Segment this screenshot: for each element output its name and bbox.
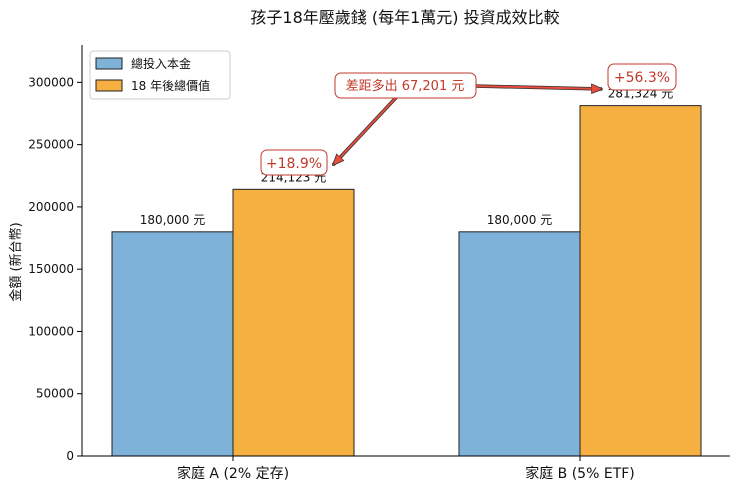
y-axis-label: 金額 (新台幣) (8, 222, 24, 301)
legend-label-total: 18 年後總價值 (131, 78, 210, 93)
legend: 總投入本金 18 年後總價值 (89, 50, 231, 100)
growth-callout-a: +18.9% (260, 149, 328, 176)
y-tick-label: 0 (66, 449, 74, 463)
chart-title: 孩子18年壓歲錢 (每年1萬元) 投資成效比較 (250, 8, 559, 27)
data-label: 180,000 元 (140, 213, 205, 227)
y-tick-label: 200000 (28, 200, 74, 214)
x-tick-label: 家庭 A (2% 定存) (177, 465, 289, 482)
x-tick-label: 家庭 B (5% ETF) (525, 465, 635, 482)
legend-swatch-principal (95, 57, 123, 70)
bar-principal-b (458, 231, 581, 457)
bars (111, 105, 702, 457)
difference-label: 差距多出 67,201 元 (346, 78, 465, 94)
growth-label-b: +56.3% (614, 70, 670, 86)
bar-total-b (579, 105, 702, 457)
growth-callout-b: +56.3% (607, 63, 677, 91)
y-tick-label: 300000 (28, 75, 74, 89)
legend-box (89, 50, 231, 100)
y-tick-label: 250000 (28, 138, 74, 152)
data-label: 180,000 元 (487, 213, 552, 227)
legend-label-principal: 總投入本金 (131, 56, 191, 71)
bar-principal-a (111, 231, 234, 457)
difference-arrow-left-fill (333, 87, 406, 165)
difference-callout: 差距多出 67,201 元 (334, 72, 477, 99)
legend-swatch-total (95, 79, 123, 92)
y-tick-label: 50000 (36, 387, 74, 401)
x-axis-ticks: 家庭 A (2% 定存) 家庭 B (5% ETF) (177, 456, 635, 482)
bar-total-a (232, 188, 355, 457)
y-axis-ticks: 0 50000 100000 150000 200000 250000 300000 (28, 75, 82, 463)
difference-arrow-right-fill (473, 86, 602, 89)
y-tick-label: 100000 (28, 324, 74, 338)
y-tick-label: 150000 (28, 262, 74, 276)
growth-label-a: +18.9% (266, 156, 322, 172)
